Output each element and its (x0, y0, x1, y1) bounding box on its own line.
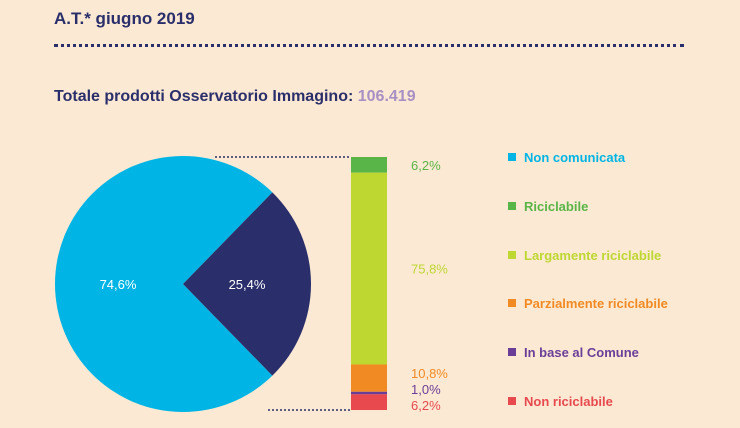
stacked-bar-chart: 6,2%75,8%10,8%1,0%6,2% (351, 157, 448, 413)
bar-label: 75,8% (411, 262, 448, 277)
bar-segment-largamente-riciclabile (351, 172, 387, 365)
legend-item-parzialmente-riciclabile: Parzialmente riciclabile (508, 296, 668, 311)
bar-segment-non-riciclabile (351, 394, 387, 410)
dotted-divider (54, 44, 684, 47)
legend-item-in-base-al-comune: In base al Comune (508, 345, 639, 360)
pie-chart: 74,6% 25,4% (54, 156, 351, 413)
pie-label: 25,4% (229, 277, 266, 292)
bar-label: 1,0% (411, 382, 441, 397)
legend-label: Largamente riciclabile (524, 247, 662, 263)
legend-swatch (508, 201, 516, 210)
legend-label: Non riciclabile (524, 394, 613, 409)
bar-label: 10,8% (411, 366, 448, 381)
total-value: 106.419 (357, 88, 416, 105)
page-title: A.T.* giugno 2019 (54, 9, 195, 28)
legend-item-largamente-riciclabile: Largamente riciclabile (508, 248, 661, 263)
legend-swatch (508, 348, 516, 357)
legend-item-non-comunicata: Non comunicata (508, 150, 625, 165)
bar-label: 6,2% (411, 398, 441, 413)
pie-slice-non-comunicata (54, 156, 273, 413)
pie-slice-comunicata (183, 192, 311, 376)
legend-swatch (508, 397, 516, 405)
legend-label: Parzialmente riciclabile (524, 296, 668, 312)
bar-segment-riciclabile (351, 157, 387, 173)
legend-swatch (508, 153, 516, 161)
legend-label: Non comunicata (524, 150, 626, 165)
legend-swatch (508, 250, 516, 259)
legend-swatch (508, 299, 516, 308)
bar-segment-parzialmente-riciclabile (351, 364, 387, 392)
legend-label: In base al Comune (524, 345, 639, 361)
pie-label: 74,6% (100, 277, 137, 292)
legend-item-non-riciclabile: Non riciclabile (508, 394, 613, 409)
chart-subtitle: Totale prodotti Osservatorio Immagino: 1… (54, 88, 416, 106)
legend-item-riciclabile: Riciclabile (508, 199, 588, 214)
bar-label: 6,2% (411, 158, 441, 173)
legend-label: Riciclabile (524, 198, 589, 214)
bar-segment-in-base-al-comune (351, 391, 387, 395)
total-label: Totale prodotti Osservatorio Immagino: (54, 88, 354, 105)
